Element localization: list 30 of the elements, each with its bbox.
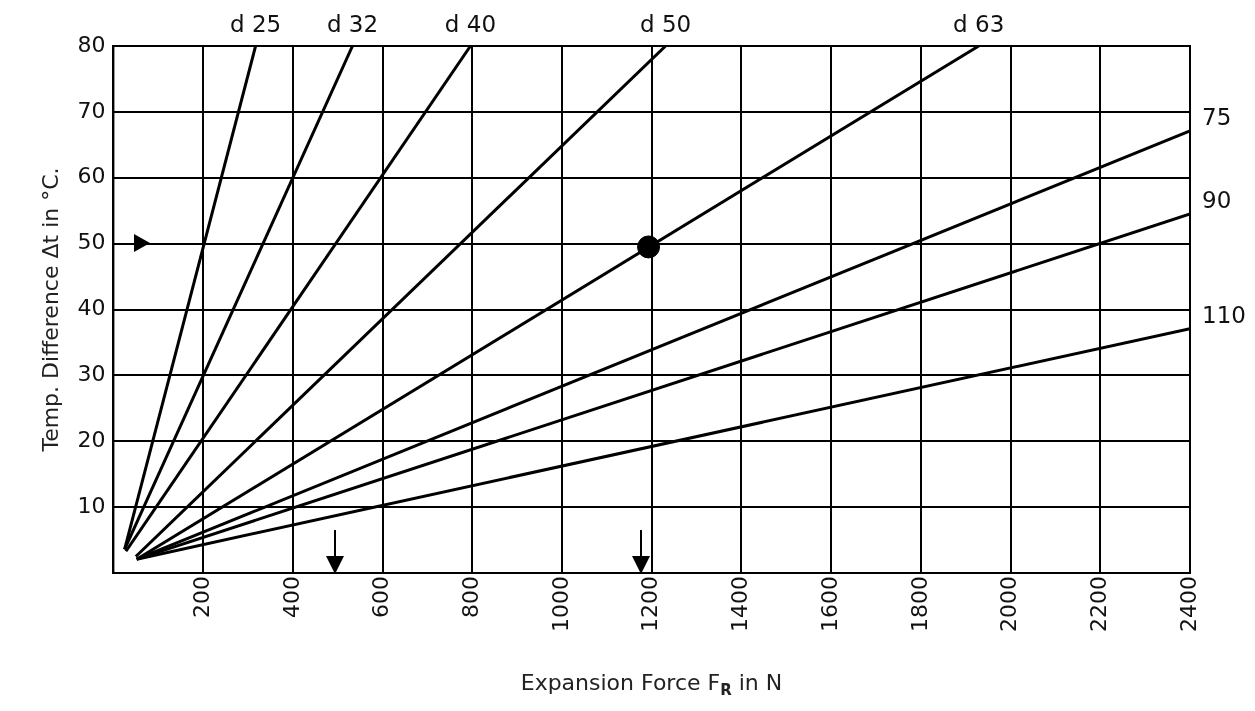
x-tick-label: 1800 <box>906 576 932 633</box>
x-tick-label: 1200 <box>637 576 663 633</box>
x-tick-label: 1400 <box>727 576 753 633</box>
y-tick-label: 80 <box>77 31 106 57</box>
x-tick-label: 200 <box>188 576 214 619</box>
x-tick-label: 1600 <box>816 576 842 633</box>
y-tick-label: 50 <box>77 229 106 255</box>
x-tick-label: 2200 <box>1086 576 1111 633</box>
series-label: d 40 <box>444 11 497 38</box>
series-label: d 63 <box>953 11 1005 38</box>
series-label: 110 <box>1202 301 1246 328</box>
y-axis-title: Temp. Difference Δt in °C. <box>37 167 63 453</box>
x-tick-label: 400 <box>278 576 304 619</box>
series-label: 75 <box>1202 103 1232 130</box>
x-tick-label: 800 <box>457 576 483 619</box>
series-label: d 50 <box>640 11 692 38</box>
y-tick-label: 10 <box>77 492 106 518</box>
x-tick-label: 2400 <box>1175 576 1201 633</box>
x-axis-title: Expansion Force F$_{R}$ in N <box>519 670 784 700</box>
y-tick-label: 30 <box>77 361 106 387</box>
series-label: d 25 <box>230 11 282 38</box>
y-tick-label: 60 <box>77 163 106 189</box>
x-tick-label: 2000 <box>996 576 1022 633</box>
y-tick-label: 20 <box>77 426 106 452</box>
y-tick-label: 40 <box>77 295 106 321</box>
x-tick-label: 1000 <box>547 576 573 633</box>
series-label: 90 <box>1202 186 1232 213</box>
x-tick-label: 600 <box>368 576 394 619</box>
series-label: d 32 <box>326 11 379 38</box>
y-tick-label: 70 <box>77 97 106 123</box>
